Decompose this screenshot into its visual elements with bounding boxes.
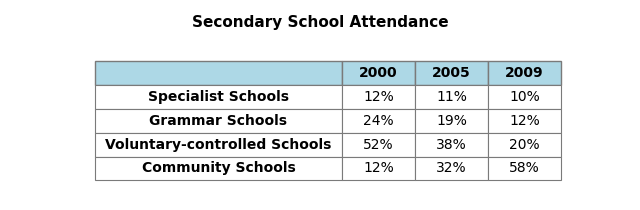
Bar xyxy=(342,85,415,109)
Bar xyxy=(488,133,561,156)
Bar xyxy=(95,133,342,156)
Text: 52%: 52% xyxy=(363,138,394,152)
Text: 19%: 19% xyxy=(436,114,467,128)
Bar xyxy=(415,61,488,85)
Bar xyxy=(488,85,561,109)
Text: 24%: 24% xyxy=(363,114,394,128)
Text: Specialist Schools: Specialist Schools xyxy=(148,90,289,104)
Text: Secondary School Attendance: Secondary School Attendance xyxy=(192,15,448,30)
Bar xyxy=(95,109,342,133)
Text: 12%: 12% xyxy=(363,161,394,176)
Text: 12%: 12% xyxy=(363,90,394,104)
Bar xyxy=(342,133,415,156)
Bar xyxy=(488,156,561,180)
Text: 11%: 11% xyxy=(436,90,467,104)
Text: 2000: 2000 xyxy=(359,66,398,80)
Text: 2009: 2009 xyxy=(506,66,544,80)
Text: 2005: 2005 xyxy=(432,66,471,80)
Bar xyxy=(488,61,561,85)
Text: 12%: 12% xyxy=(509,114,540,128)
Bar xyxy=(95,61,342,85)
Text: 32%: 32% xyxy=(436,161,467,176)
Bar xyxy=(95,156,342,180)
Bar xyxy=(488,109,561,133)
Text: 38%: 38% xyxy=(436,138,467,152)
Text: 20%: 20% xyxy=(509,138,540,152)
Text: Grammar Schools: Grammar Schools xyxy=(149,114,287,128)
Bar xyxy=(415,109,488,133)
Text: 58%: 58% xyxy=(509,161,540,176)
Bar xyxy=(415,156,488,180)
Bar xyxy=(342,156,415,180)
Bar xyxy=(415,85,488,109)
Text: Community Schools: Community Schools xyxy=(141,161,295,176)
Text: Voluntary-controlled Schools: Voluntary-controlled Schools xyxy=(105,138,332,152)
Bar xyxy=(342,109,415,133)
Text: 10%: 10% xyxy=(509,90,540,104)
Bar xyxy=(95,85,342,109)
Bar xyxy=(342,61,415,85)
Bar xyxy=(415,133,488,156)
